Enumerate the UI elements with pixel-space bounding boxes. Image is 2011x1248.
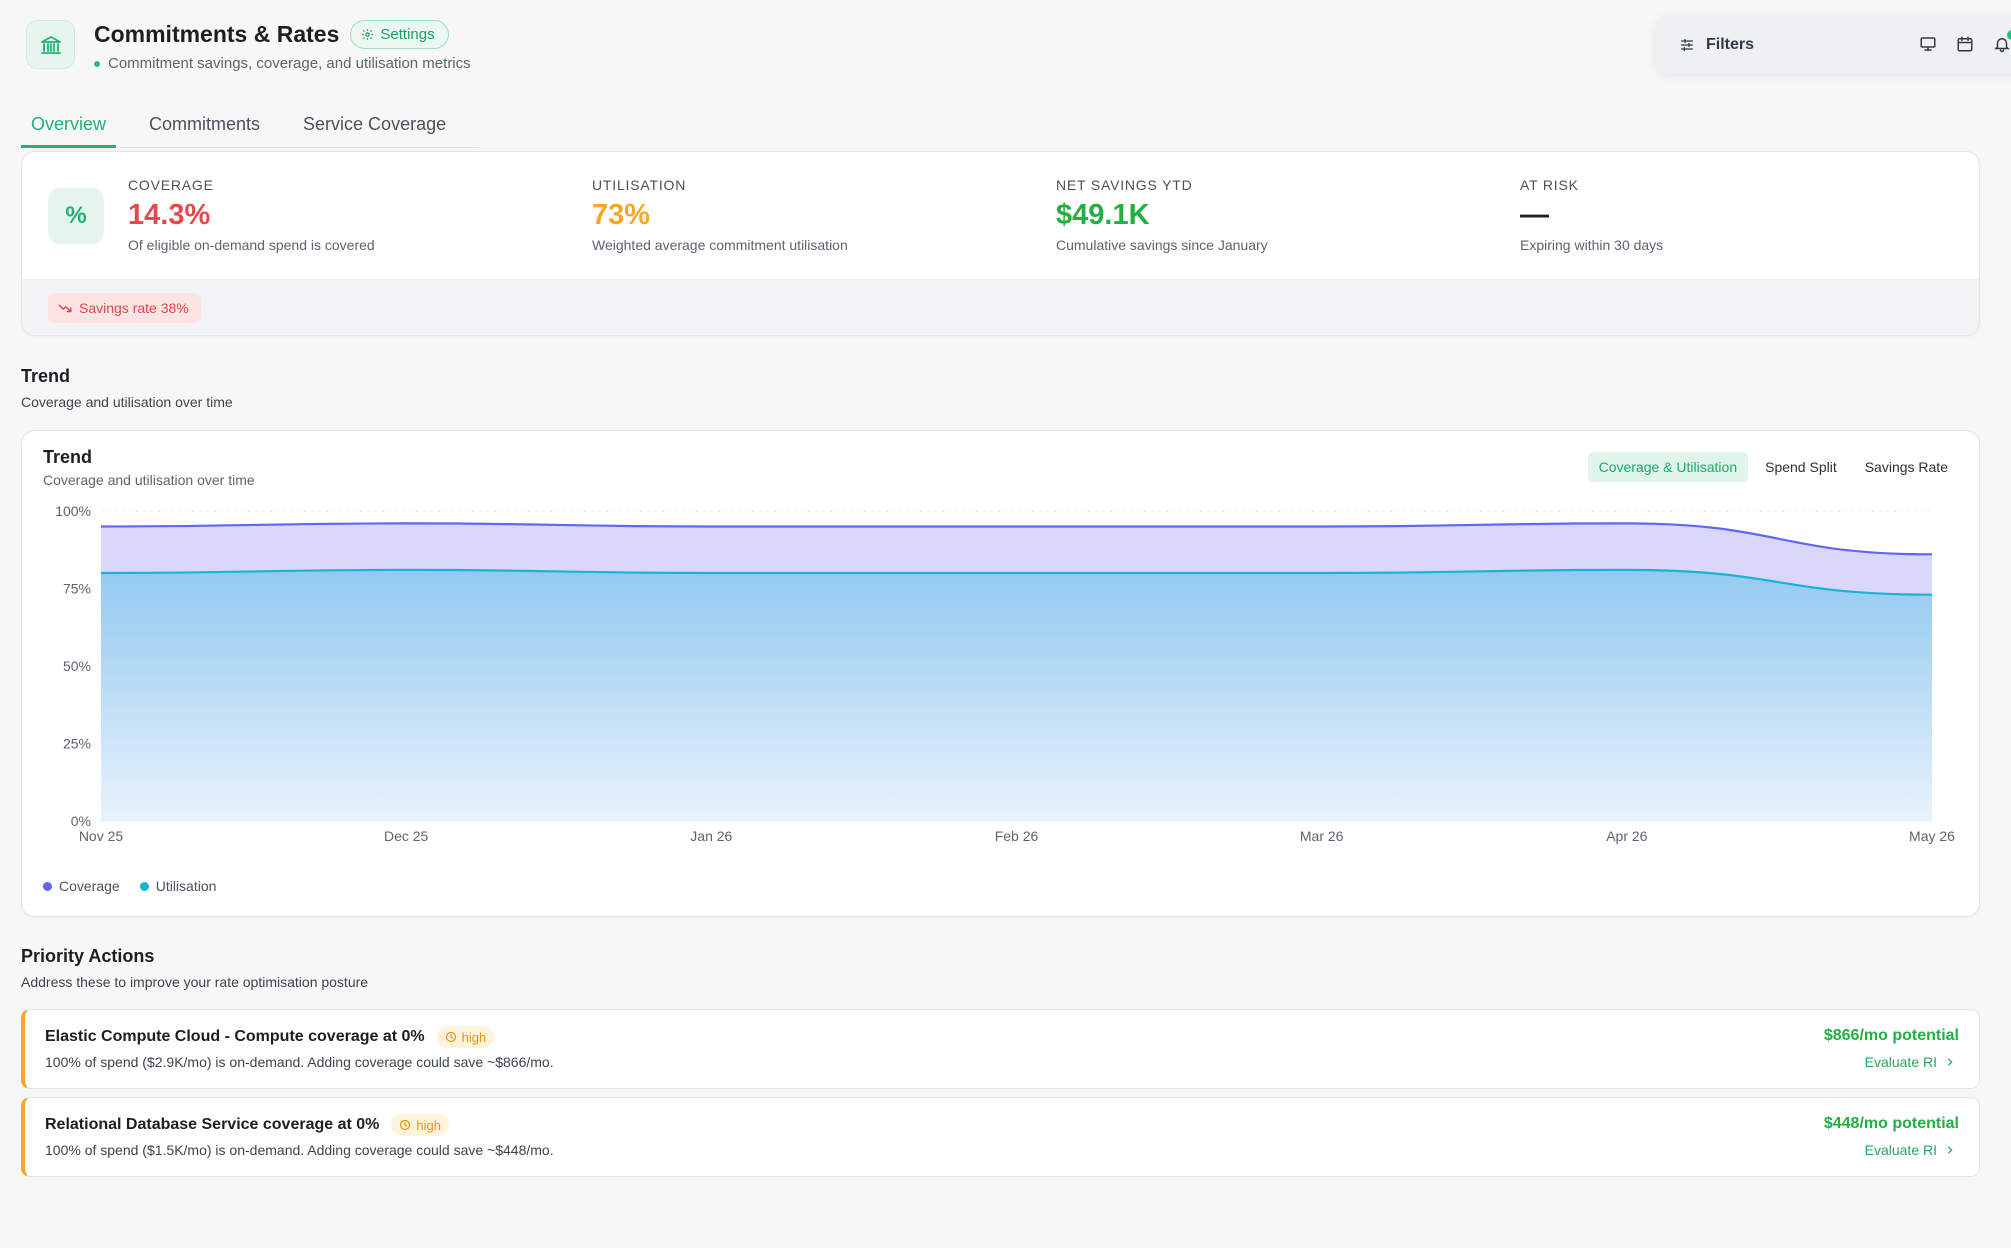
- metric-sub: Cumulative savings since January: [1056, 237, 1268, 253]
- metric-coverage: COVERAGE 14.3% Of eligible on-demand spe…: [128, 177, 375, 253]
- metric-label: AT RISK: [1520, 177, 1579, 193]
- metric-sub: Of eligible on-demand spend is covered: [128, 237, 375, 253]
- page-header: Commitments & Rates Settings Commitment …: [26, 20, 471, 72]
- trending-down-icon: [58, 304, 72, 313]
- x-tick-label: Mar 26: [1300, 828, 1344, 844]
- legend-dot: [139, 881, 149, 891]
- clock-icon: [445, 1031, 456, 1043]
- main-tabs: Overview Commitments Service Coverage: [21, 108, 480, 148]
- action-description: 100% of spend ($2.9K/mo) is on-demand. A…: [45, 1054, 554, 1070]
- legend-label: Coverage: [59, 878, 120, 894]
- legend-label: Utilisation: [155, 878, 217, 894]
- potential-savings: $448/mo potential: [1823, 1115, 1959, 1132]
- legend-item-coverage[interactable]: Coverage: [43, 878, 120, 894]
- chart-tab-savings-rate[interactable]: Savings Rate: [1864, 459, 1948, 475]
- y-tick-label: 100%: [55, 503, 91, 519]
- page-subtitle: Commitment savings, coverage, and utilis…: [108, 55, 471, 72]
- savings-rate-badge: Savings rate 38%: [48, 293, 201, 323]
- evaluate-label: Evaluate RI: [1864, 1054, 1937, 1070]
- series-area-utilisation: [101, 569, 1932, 821]
- gear-icon: [362, 29, 374, 40]
- chart-tab-coverage-utilisation[interactable]: Coverage & Utilisation: [1587, 452, 1749, 482]
- priority-section-subtitle: Address these to improve your rate optim…: [21, 974, 369, 990]
- metric-at-risk: AT RISK — Expiring within 30 days: [1520, 177, 1663, 253]
- x-tick-label: Jan 26: [690, 828, 732, 844]
- action-title: Relational Database Service coverage at …: [45, 1116, 380, 1133]
- x-tick-label: Feb 26: [995, 828, 1039, 844]
- metric-value: $49.1K: [1056, 199, 1150, 231]
- chart-legend: Coverage Utilisation: [43, 878, 216, 894]
- top-toolbar: Filters: [1655, 16, 2011, 74]
- tab-service-coverage[interactable]: Service Coverage: [303, 114, 447, 134]
- series-line-utilisation[interactable]: [100, 568, 1933, 596]
- legend-dot: [43, 881, 52, 891]
- severity-badge: high: [391, 1114, 449, 1136]
- y-tick-label: 50%: [63, 658, 91, 674]
- settings-label: Settings: [380, 26, 435, 43]
- chart-subtitle: Coverage and utilisation over time: [43, 472, 255, 488]
- chart-title: Trend: [43, 447, 93, 467]
- evaluate-ri-link[interactable]: Evaluate RI: [1865, 1054, 1955, 1070]
- priority-section-title: Priority Actions: [21, 946, 155, 966]
- bell-icon[interactable]: [1992, 30, 2011, 54]
- metric-sub: Weighted average commitment utilisation: [592, 237, 848, 253]
- metric-net-savings: NET SAVINGS YTD $49.1K Cumulative saving…: [1056, 177, 1268, 253]
- metric-value: —: [1520, 199, 1549, 231]
- trend-chart: 100% 75% 50% 25% 0% Nov 25 Dec 25 Jan 26 Feb 26…: [55, 503, 1955, 844]
- title-block: Commitments & Rates Settings Commitment …: [94, 20, 471, 72]
- x-tick-label: Nov 25: [79, 828, 124, 844]
- action-title: Elastic Compute Cloud - Compute coverage…: [45, 1028, 425, 1045]
- chevron-right-icon: [1948, 1058, 1953, 1066]
- chart-view-tabs: Coverage & Utilisation Spend Split Savin…: [1587, 452, 1959, 482]
- filters-button[interactable]: Filters: [1679, 36, 1754, 54]
- metric-value: 14.3%: [128, 199, 211, 231]
- priority-action-card: Relational Database Service coverage at …: [21, 1097, 1980, 1177]
- tab-commitments[interactable]: Commitments: [149, 114, 261, 134]
- chevron-right-icon: [1948, 1146, 1953, 1154]
- trend-section-title: Trend: [21, 366, 71, 386]
- metric-label: COVERAGE: [128, 177, 214, 193]
- severity-label: high: [461, 1029, 487, 1045]
- y-tick-label: 75%: [63, 581, 91, 597]
- x-tick-label: Dec 25: [384, 828, 429, 844]
- page-title: Commitments & Rates: [94, 21, 340, 47]
- kpi-card: % COVERAGE 14.3% Of eligible on-demand s…: [21, 151, 1980, 336]
- chart-tab-spend-split[interactable]: Spend Split: [1765, 459, 1837, 475]
- metric-sub: Expiring within 30 days: [1520, 237, 1664, 253]
- y-tick-label: 0%: [71, 813, 91, 829]
- evaluate-label: Evaluate RI: [1864, 1142, 1937, 1158]
- savings-rate-text: Savings rate 38%: [79, 300, 189, 316]
- kpi-footer: [22, 279, 1979, 335]
- potential-savings: $866/mo potential: [1823, 1027, 1959, 1044]
- priority-action-card: Elastic Compute Cloud - Compute coverage…: [21, 1009, 1980, 1089]
- calendar-icon[interactable]: [1955, 34, 1975, 54]
- series-line-coverage[interactable]: [100, 522, 1933, 556]
- clock-icon: [400, 1119, 411, 1131]
- filters-label: Filters: [1706, 36, 1755, 53]
- trend-section-subtitle: Coverage and utilisation over time: [21, 394, 233, 410]
- x-tick-label: Apr 26: [1606, 828, 1647, 844]
- percent-icon: %: [48, 188, 104, 244]
- x-tick-label: May 26: [1909, 828, 1955, 844]
- evaluate-ri-link[interactable]: Evaluate RI: [1865, 1142, 1955, 1158]
- legend-item-utilisation[interactable]: Utilisation: [139, 878, 217, 894]
- severity-label: high: [416, 1117, 441, 1133]
- metric-label: NET SAVINGS YTD: [1056, 177, 1193, 193]
- sliders-icon: [1681, 39, 1693, 51]
- monitor-icon[interactable]: [1918, 34, 1938, 54]
- severity-badge: high: [436, 1026, 495, 1048]
- y-tick-label: 25%: [63, 736, 91, 752]
- trend-chart-card: Trend Coverage and utilisation over time…: [21, 430, 1980, 917]
- notification-dot: [2007, 30, 2011, 40]
- status-dot: [94, 60, 100, 67]
- action-description: 100% of spend ($1.5K/mo) is on-demand. A…: [45, 1142, 554, 1158]
- tab-overview[interactable]: Overview: [21, 108, 117, 148]
- bank-icon: [26, 20, 75, 69]
- settings-button[interactable]: Settings: [350, 20, 449, 49]
- metric-label: UTILISATION: [592, 177, 687, 193]
- metric-utilisation: UTILISATION 73% Weighted average commitm…: [592, 177, 848, 253]
- metric-value: 73%: [592, 199, 651, 231]
